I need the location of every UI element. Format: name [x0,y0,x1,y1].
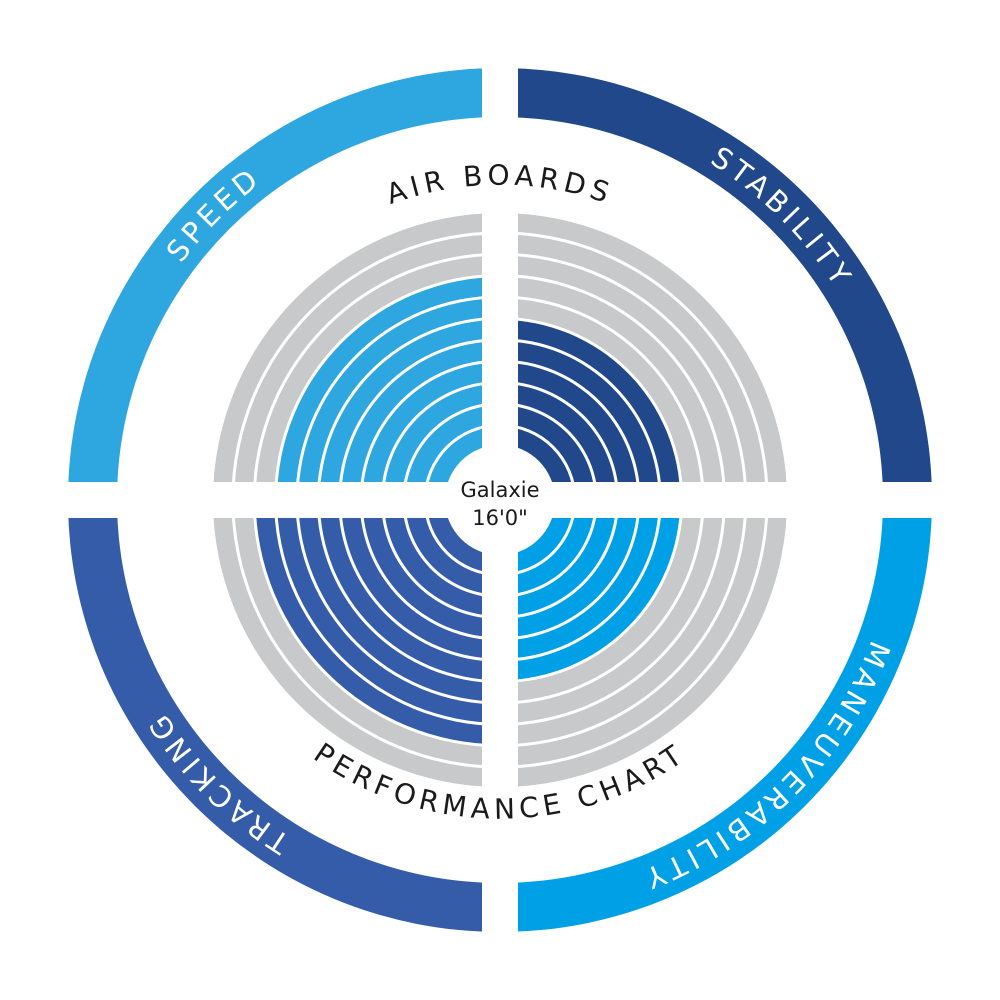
rating-ring-maneuverability-1 [500,500,574,574]
rating-ring-stability-7 [500,298,702,500]
rating-ring-tracking-10 [234,500,500,766]
rating-ring-stability-8 [500,277,723,500]
rating-ring-speed-11 [213,213,500,500]
category-label-stability: STABILITY [705,140,860,295]
rating-ring-maneuverability-10 [500,500,766,766]
category-band-speed [68,68,500,500]
rating-ring-speed-9 [255,255,500,500]
category-band-tracking [68,500,500,932]
category-label-tracking: TRACKING [140,705,296,861]
rating-ring-speed-6 [319,319,500,500]
rating-ring-tracking-11 [213,500,500,787]
outer-category-ring [68,68,932,932]
rating-ring-maneuverability-7 [500,500,702,702]
rating-ring-stability-9 [500,255,745,500]
category-label-speed: SPEED [160,160,268,268]
rating-ring-stability-10 [500,234,766,500]
category-band-maneuverability [500,500,932,932]
rating-ring-maneuverability-11 [500,500,787,787]
rating-ring-stability-1 [500,426,574,500]
rating-ring-tracking-1 [426,500,500,574]
rating-ring-stability-11 [500,213,787,500]
rating-ring-maneuverability-6 [500,500,681,681]
board-size: 16'0" [472,506,528,530]
rating-ring-maneuverability-9 [500,500,745,745]
rating-ring-speed-7 [298,298,500,500]
rating-ring-maneuverability-8 [500,500,723,723]
rating-ring-speed-10 [234,234,500,500]
rating-ring-tracking-8 [277,500,500,723]
rating-ring-tracking-7 [298,500,500,702]
rating-ring-stability-6 [500,319,681,500]
rating-ring-speed-1 [426,426,500,500]
category-band-stability [500,68,932,500]
board-name: Galaxie [460,478,539,502]
rating-ring-tracking-6 [319,500,500,681]
rating-ring-tracking-9 [255,500,500,745]
rating-ring-speed-8 [277,277,500,500]
